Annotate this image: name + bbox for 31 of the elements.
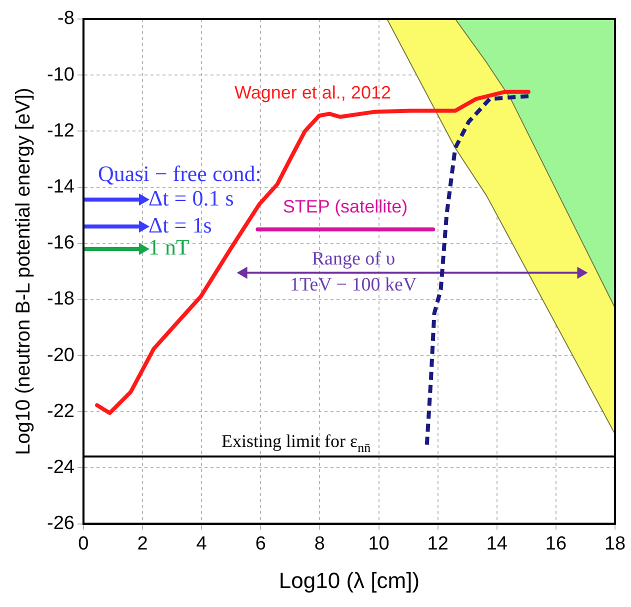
y-tick-label: -14 — [46, 176, 75, 198]
x-tick-label: 12 — [427, 533, 448, 554]
x-tick-label: 14 — [486, 533, 508, 554]
x-axis-title: Log10 (λ [cm]) — [278, 568, 420, 593]
series-label: 1 nT — [148, 234, 190, 260]
y-tick-label: -24 — [46, 456, 75, 478]
annotation: 1TeV − 100 keV — [290, 274, 417, 296]
y-tick-label: -20 — [46, 344, 74, 366]
series-label: Δt = 1s — [148, 212, 212, 238]
y-tick-label: -16 — [46, 232, 74, 254]
annotation: Quasi − free cond: — [98, 160, 262, 186]
series-label: STEP (satellite) — [282, 196, 408, 216]
series-label: Wagner et al., 2012 — [234, 82, 391, 103]
y-tick-label: -10 — [46, 64, 74, 86]
x-tick-label: 10 — [368, 533, 390, 554]
y-tick-label: -12 — [46, 120, 74, 142]
x-tick-label: 8 — [314, 533, 325, 554]
annotation: Range of υ — [312, 248, 396, 270]
x-tick-label: 4 — [196, 533, 208, 554]
x-tick-label: 6 — [255, 533, 266, 554]
x-tick-label: 16 — [545, 533, 567, 554]
x-tick-label: 2 — [137, 533, 148, 554]
y-tick-label: -26 — [46, 513, 74, 534]
line-series — [424, 94, 530, 447]
y-tick-label: -18 — [46, 288, 74, 310]
y-tick-label: -8 — [58, 8, 74, 30]
y-axis-title: Log10 (neutron B-L potential energy [eV]) — [12, 88, 35, 456]
x-tick-label: 0 — [78, 533, 89, 554]
series-label: Δt = 0.1 s — [148, 185, 234, 210]
x-tick-label: 18 — [604, 533, 626, 554]
y-tick-label: -22 — [46, 400, 74, 422]
